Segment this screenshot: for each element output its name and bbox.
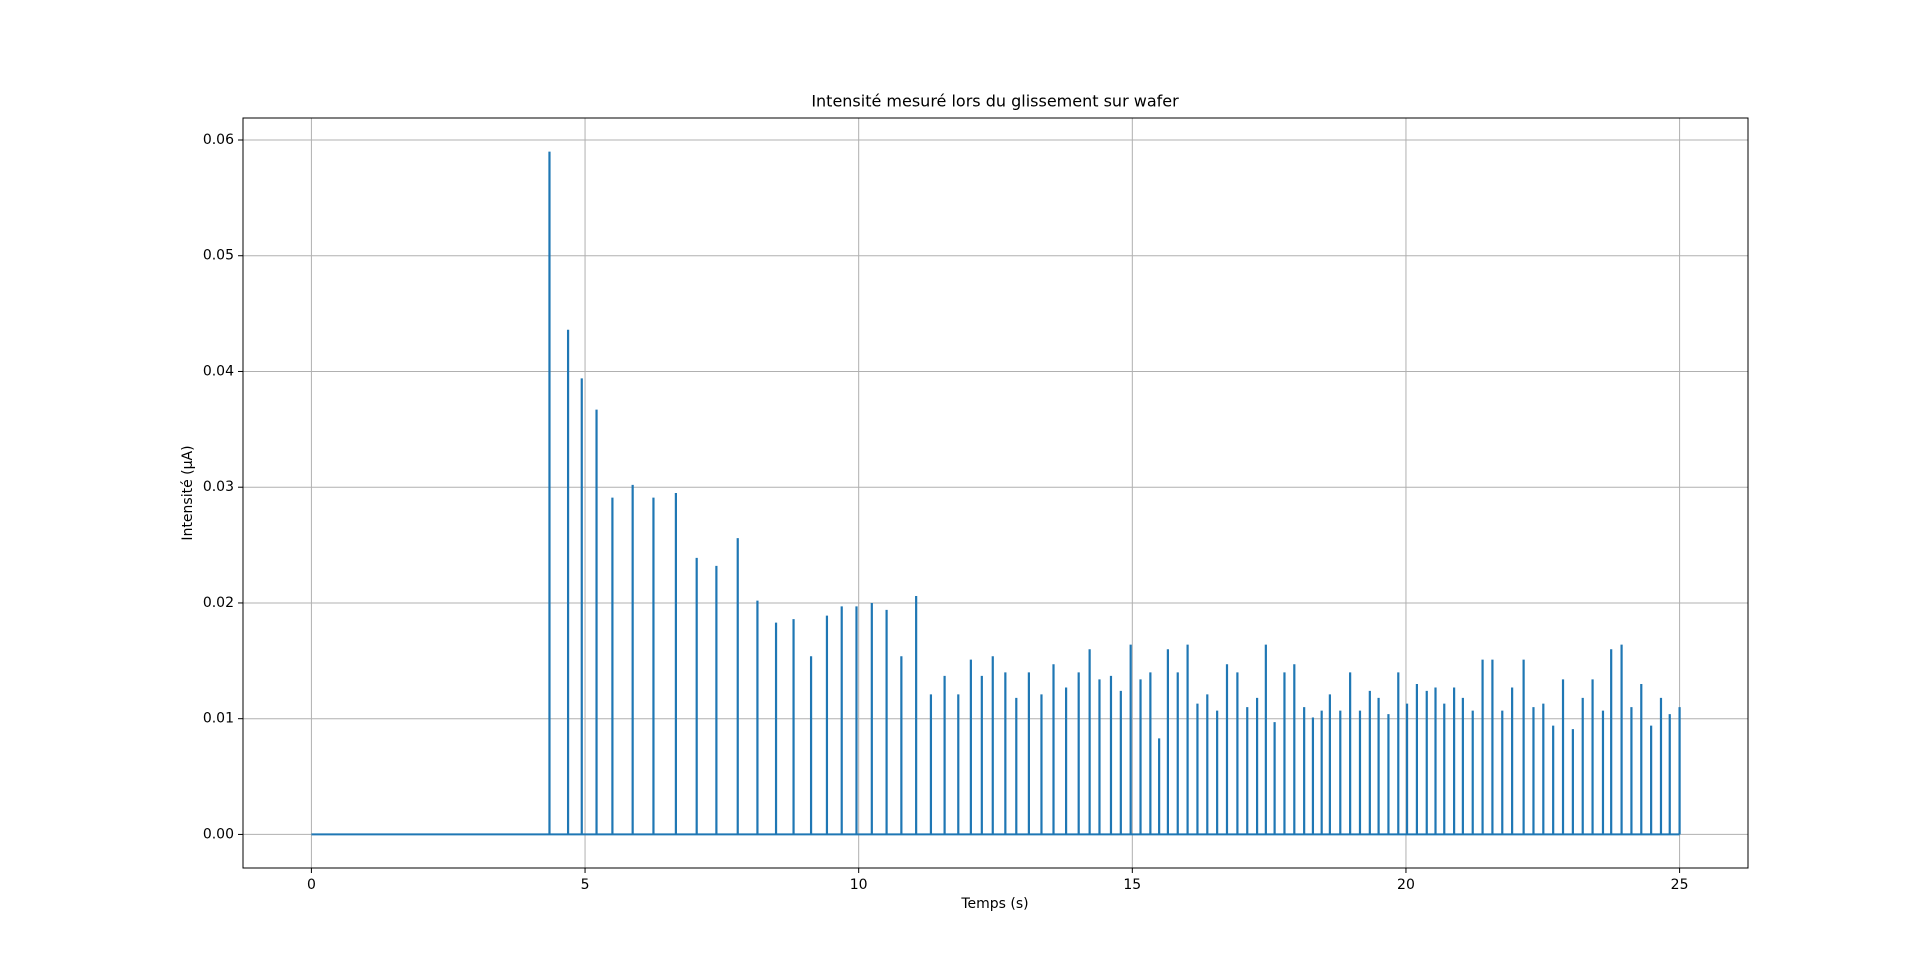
y-axis-label: Intensité (µA) bbox=[180, 445, 196, 540]
x-tick-label: 0 bbox=[307, 877, 316, 893]
x-tick-label: 10 bbox=[850, 877, 868, 893]
y-tick-label: 0.02 bbox=[203, 595, 234, 611]
y-tick-label: 0.04 bbox=[203, 363, 234, 379]
y-tick-label: 0.01 bbox=[203, 711, 234, 727]
x-tick-label: 15 bbox=[1123, 877, 1141, 893]
y-tick-label: 0.03 bbox=[203, 479, 234, 495]
x-axis-label: Temps (s) bbox=[960, 896, 1028, 912]
y-tick-label: 0.06 bbox=[203, 132, 234, 148]
axes-frame bbox=[242, 117, 1749, 869]
x-tick-label: 20 bbox=[1397, 877, 1415, 893]
x-tick-label: 25 bbox=[1671, 877, 1689, 893]
x-tick-label: 5 bbox=[581, 877, 590, 893]
y-tick-label: 0.05 bbox=[203, 248, 234, 264]
y-tick-label: 0.00 bbox=[203, 826, 234, 842]
chart-title: Intensité mesuré lors du glissement sur … bbox=[811, 92, 1179, 111]
